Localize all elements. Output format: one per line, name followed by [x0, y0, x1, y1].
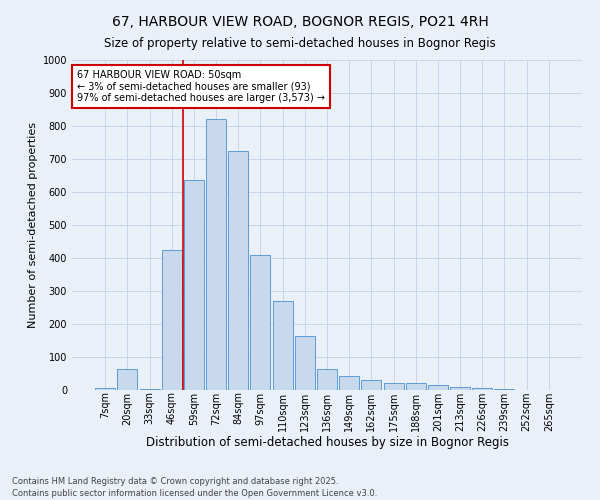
Bar [494, 389, 514, 390]
Bar [95, 388, 115, 390]
Text: 67 HARBOUR VIEW ROAD: 50sqm
← 3% of semi-detached houses are smaller (93)
97% of: 67 HARBOUR VIEW ROAD: 50sqm ← 3% of semi… [77, 70, 325, 103]
Bar [228, 151, 248, 390]
Bar [295, 336, 315, 390]
Bar [184, 180, 204, 390]
Bar [272, 301, 293, 390]
Bar [206, 120, 226, 390]
Bar [339, 376, 359, 390]
Bar [428, 386, 448, 390]
Bar [383, 382, 404, 390]
Bar [140, 389, 160, 390]
Text: Size of property relative to semi-detached houses in Bognor Regis: Size of property relative to semi-detach… [104, 38, 496, 51]
Y-axis label: Number of semi-detached properties: Number of semi-detached properties [28, 122, 38, 328]
Bar [250, 254, 271, 390]
X-axis label: Distribution of semi-detached houses by size in Bognor Regis: Distribution of semi-detached houses by … [146, 436, 509, 450]
Bar [162, 250, 182, 390]
Bar [317, 368, 337, 390]
Bar [406, 384, 426, 390]
Bar [118, 368, 137, 390]
Bar [361, 380, 382, 390]
Bar [450, 386, 470, 390]
Text: Contains HM Land Registry data © Crown copyright and database right 2025.
Contai: Contains HM Land Registry data © Crown c… [12, 476, 377, 498]
Text: 67, HARBOUR VIEW ROAD, BOGNOR REGIS, PO21 4RH: 67, HARBOUR VIEW ROAD, BOGNOR REGIS, PO2… [112, 15, 488, 29]
Bar [472, 388, 492, 390]
